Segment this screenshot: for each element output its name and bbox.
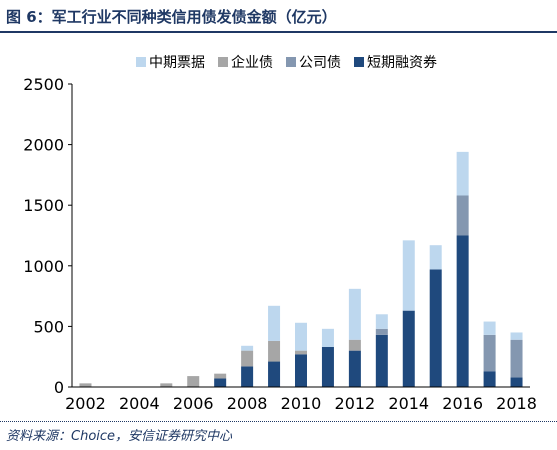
y-tick-label: 1500 (23, 196, 64, 215)
bar-segment (456, 195, 469, 236)
bar-segment (295, 322, 307, 351)
chart-bars (79, 151, 523, 387)
figure-title: 图 6：军工行业不同种类信用债发债金额（亿元） (6, 8, 337, 26)
y-tick-label: 500 (33, 317, 64, 336)
bar-segment (510, 339, 523, 378)
bar-segment (483, 321, 496, 335)
bar-stack (321, 328, 334, 387)
x-tick-label: 2006 (173, 394, 214, 413)
x-axis: 2002 2004 2006 2008 2010 2012 2014 2016 2018 (65, 386, 537, 413)
bar-segment (295, 350, 307, 355)
y-tick-label: 0 (54, 378, 64, 397)
y-axis: 0 500 1000 1500 2000 2500 (23, 75, 73, 397)
bar-stack (214, 373, 227, 387)
bar-stack (268, 305, 281, 387)
bar-segment (187, 376, 200, 387)
bar-segment (241, 366, 254, 387)
legend-label: 企业债 (231, 54, 273, 71)
x-tick-label: 2010 (281, 394, 322, 413)
bar-segment (321, 328, 334, 348)
source-note: 资料来源：Choice，安信证券研究中心 (6, 429, 233, 444)
bar-segment (456, 151, 469, 196)
bar-segment (241, 345, 254, 351)
bar-stack (483, 321, 496, 387)
bar-segment (348, 350, 361, 387)
bar-segment (429, 245, 442, 270)
bar-segment (348, 288, 361, 340)
bar-segment (375, 334, 388, 387)
x-tick-label: 2016 (442, 394, 483, 413)
bar-stack (79, 383, 92, 387)
bar-segment (510, 332, 523, 340)
bar-stack (160, 383, 173, 387)
legend-label: 中期票据 (149, 55, 205, 71)
bar-segment (375, 314, 388, 329)
legend-label: 短期融资券 (367, 55, 437, 71)
stacked-bar-chart: 中期票据 企业债 公司债 短期融资券 0 500 1000 1500 2000 2500 200… (23, 54, 537, 413)
bar-segment (456, 235, 469, 387)
bar-segment (268, 361, 281, 387)
bar-segment (241, 350, 254, 367)
y-tick-label: 1000 (23, 257, 64, 276)
bar-stack (295, 322, 307, 387)
legend-item: 公司债 (286, 55, 341, 71)
y-tick-label: 2500 (23, 75, 64, 94)
x-tick-label: 2004 (119, 394, 160, 413)
bar-segment (214, 373, 227, 379)
bar-segment (510, 377, 523, 387)
source-rule (0, 421, 557, 422)
bar-stack (510, 332, 523, 387)
bar-segment (375, 328, 388, 335)
x-tick-label: 2018 (496, 394, 537, 413)
x-tick-label: 2002 (65, 394, 106, 413)
bar-segment (321, 347, 334, 387)
bar-segment (160, 383, 173, 387)
bar-segment (268, 305, 281, 341)
x-tick-label: 2008 (227, 394, 268, 413)
legend-swatch (354, 57, 364, 67)
bar-segment (348, 339, 361, 351)
bar-segment (402, 240, 415, 311)
bar-stack (375, 314, 388, 387)
bar-segment (402, 310, 415, 387)
bar-segment (429, 269, 442, 387)
bar-segment (79, 383, 92, 387)
bar-segment (483, 371, 496, 387)
legend-label: 公司债 (299, 55, 341, 71)
bar-segment (295, 354, 307, 387)
bar-stack (429, 245, 442, 387)
legend-swatch (218, 57, 228, 67)
legend-item: 企业债 (218, 54, 273, 71)
bar-stack (348, 288, 361, 387)
y-tick-label: 2000 (23, 136, 64, 155)
title-rule (0, 31, 557, 33)
legend-swatch (286, 57, 296, 67)
legend-item: 中期票据 (136, 55, 205, 71)
bar-segment (483, 334, 496, 372)
bar-stack (187, 376, 200, 387)
bar-stack (456, 151, 469, 387)
legend-item: 短期融资券 (354, 55, 437, 71)
bar-stack (402, 240, 415, 387)
bar-segment (214, 378, 227, 387)
bar-segment (268, 340, 281, 362)
x-tick-label: 2014 (388, 394, 429, 413)
legend-swatch (136, 57, 146, 67)
x-tick-label: 2012 (335, 394, 376, 413)
bar-stack (241, 345, 254, 387)
chart-legend: 中期票据 企业债 公司债 短期融资券 (136, 54, 437, 71)
